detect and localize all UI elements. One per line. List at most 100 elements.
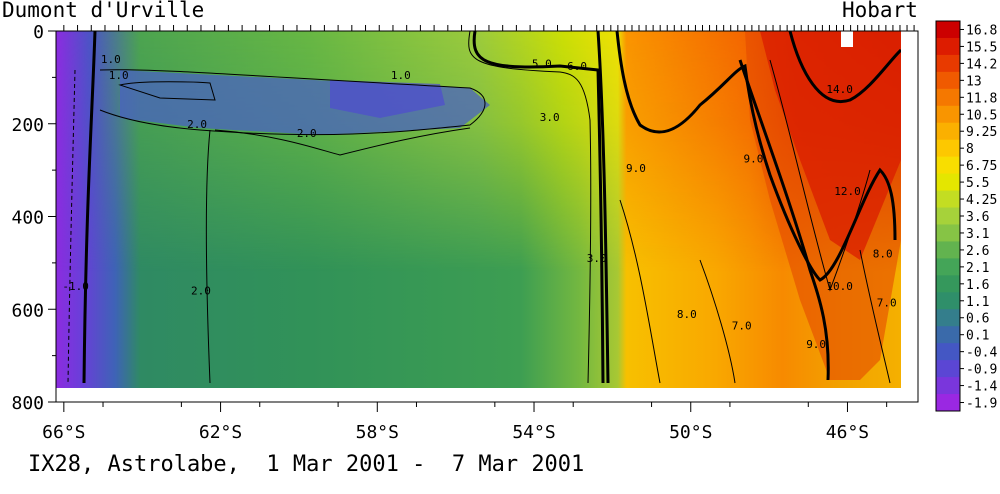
contour-label: 9.0 — [626, 162, 646, 175]
contour-0 — [82, 31, 97, 384]
contour-1-b — [118, 81, 216, 101]
colorbar-swatch — [936, 21, 960, 39]
contour-7-b — [859, 249, 891, 384]
y-tick-label: 800 — [11, 393, 44, 414]
colorbar-label: 10.5 — [966, 108, 997, 123]
colorbar-swatch — [936, 173, 960, 192]
colorbar-swatch — [936, 88, 960, 107]
colorbar-label: 9.25 — [966, 125, 997, 140]
colorbar-swatch — [936, 326, 960, 344]
colorbar-swatch — [936, 258, 960, 276]
contour-14 — [788, 31, 901, 104]
colorbar-swatch — [936, 360, 960, 378]
contour-6 — [596, 31, 610, 384]
left-station-label: Dumont d'Urville — [2, 0, 205, 22]
contour-5 — [472, 31, 605, 384]
contour-label: 2.0 — [191, 285, 211, 298]
colorbar-swatch — [936, 241, 960, 259]
contour-label: 9.0 — [806, 338, 826, 351]
contour-label: 6.0 — [567, 60, 587, 73]
colorbar-label: 13 — [966, 74, 982, 89]
colorbar-swatch — [936, 207, 960, 225]
contour-2 — [205, 129, 211, 384]
cold-core-region — [330, 80, 445, 118]
colorbar-swatch — [936, 71, 960, 90]
colorbar-label: 0.6 — [966, 312, 989, 327]
colorbar-label: -1.9 — [966, 397, 997, 412]
colorbar-label: -1.4 — [966, 380, 997, 395]
colorbar-label: -0.4 — [966, 346, 997, 361]
contour-8 — [619, 199, 661, 384]
contour-label: 8.0 — [677, 308, 697, 321]
contour-label: 9.0 — [743, 153, 763, 166]
y-tick-label: 400 — [11, 208, 44, 229]
colorbar-swatch — [936, 343, 960, 361]
colorbar-swatch — [936, 190, 960, 209]
colorbar-swatch — [936, 156, 960, 175]
temperature-field — [56, 31, 901, 388]
contour-9 — [615, 31, 897, 282]
contour-10 — [738, 59, 830, 381]
colorbar-swatch — [936, 394, 960, 412]
colorbar-label: 1.1 — [966, 295, 989, 310]
colorbar-label: 6.75 — [966, 159, 997, 174]
colorbar-label: 8 — [966, 142, 974, 157]
colorbar-swatch — [936, 292, 960, 310]
y-axis: 0 200 400 600 800 — [11, 22, 56, 414]
contour-label: 7.0 — [877, 296, 897, 309]
contour-label: 8.0 — [873, 248, 893, 261]
colorbar-label: 1.6 — [966, 278, 989, 293]
x-tick-label: 66°S — [42, 422, 85, 443]
colorbar-label: 3.1 — [966, 227, 989, 242]
contour-label: 14.0 — [826, 83, 853, 96]
colorbar-label: 15.5 — [966, 40, 997, 55]
colorbar-label: 3.6 — [966, 210, 989, 225]
contour-12 — [769, 59, 871, 292]
y-tick-label: 200 — [11, 115, 44, 136]
colorbar-swatch — [936, 54, 960, 73]
contour-label: 12.0 — [834, 185, 861, 198]
contour-2-b — [214, 127, 471, 156]
colorbar-swatch — [936, 37, 960, 56]
colorbar-label: 0.1 — [966, 329, 989, 344]
colorbar-label: 11.8 — [966, 91, 997, 106]
colorbar-swatch — [936, 275, 960, 293]
contour-label: 3.0 — [540, 111, 560, 124]
y-tick-label: 600 — [11, 300, 44, 321]
y-tick-label: 0 — [33, 22, 44, 43]
contour-label: 10.0 — [826, 280, 853, 293]
x-axis: 66°S 62°S 58°S 54°S 50°S 46°S — [42, 402, 888, 443]
contour-minus1 — [67, 69, 76, 384]
colorbar-swatch — [936, 224, 960, 242]
contour-label: 2.0 — [297, 127, 317, 140]
contour-label: 7.0 — [732, 319, 752, 332]
x-tick-label: 58°S — [356, 422, 399, 443]
colorbar-label: 2.6 — [966, 244, 989, 259]
station-ticks — [63, 25, 915, 31]
colorbar-swatch — [936, 139, 960, 158]
contour-lines — [67, 31, 901, 384]
contour-7 — [699, 259, 736, 384]
colorbar-label: 14.2 — [966, 57, 997, 72]
contour-1 — [99, 69, 486, 136]
contour-3 — [468, 31, 592, 384]
contour-label: 1.0 — [101, 53, 121, 66]
contour-label: 1.0 — [109, 69, 129, 82]
right-station-label: Hobart — [842, 0, 918, 22]
x-tick-label: 62°S — [199, 422, 242, 443]
contour-label: -1.0 — [62, 280, 89, 293]
missing-data-gap — [841, 31, 853, 47]
colorbar-label: 2.1 — [966, 261, 989, 276]
contour-labels: 1.0 1.0 1.0 2.0 2.0 2.0 -1.0 3.0 3.0 5.0 6.0 9.0 9.0… — [62, 53, 897, 351]
colorbar-swatch — [936, 122, 960, 141]
contour-label: 1.0 — [391, 69, 411, 82]
colorbar-label: -0.9 — [966, 363, 997, 378]
colorbar-swatch — [936, 309, 960, 327]
no-data-band — [56, 388, 901, 402]
contour-label: 3.0 — [587, 252, 607, 265]
colorbar: 16.8 15.5 14.2 13 11.8 10.5 9.25 8 6.75 5.5 4.25 3.… — [935, 20, 997, 412]
colorbar-label: 16.8 — [966, 23, 997, 38]
contour-label: 2.0 — [187, 118, 207, 131]
colorbar-swatch — [936, 105, 960, 124]
